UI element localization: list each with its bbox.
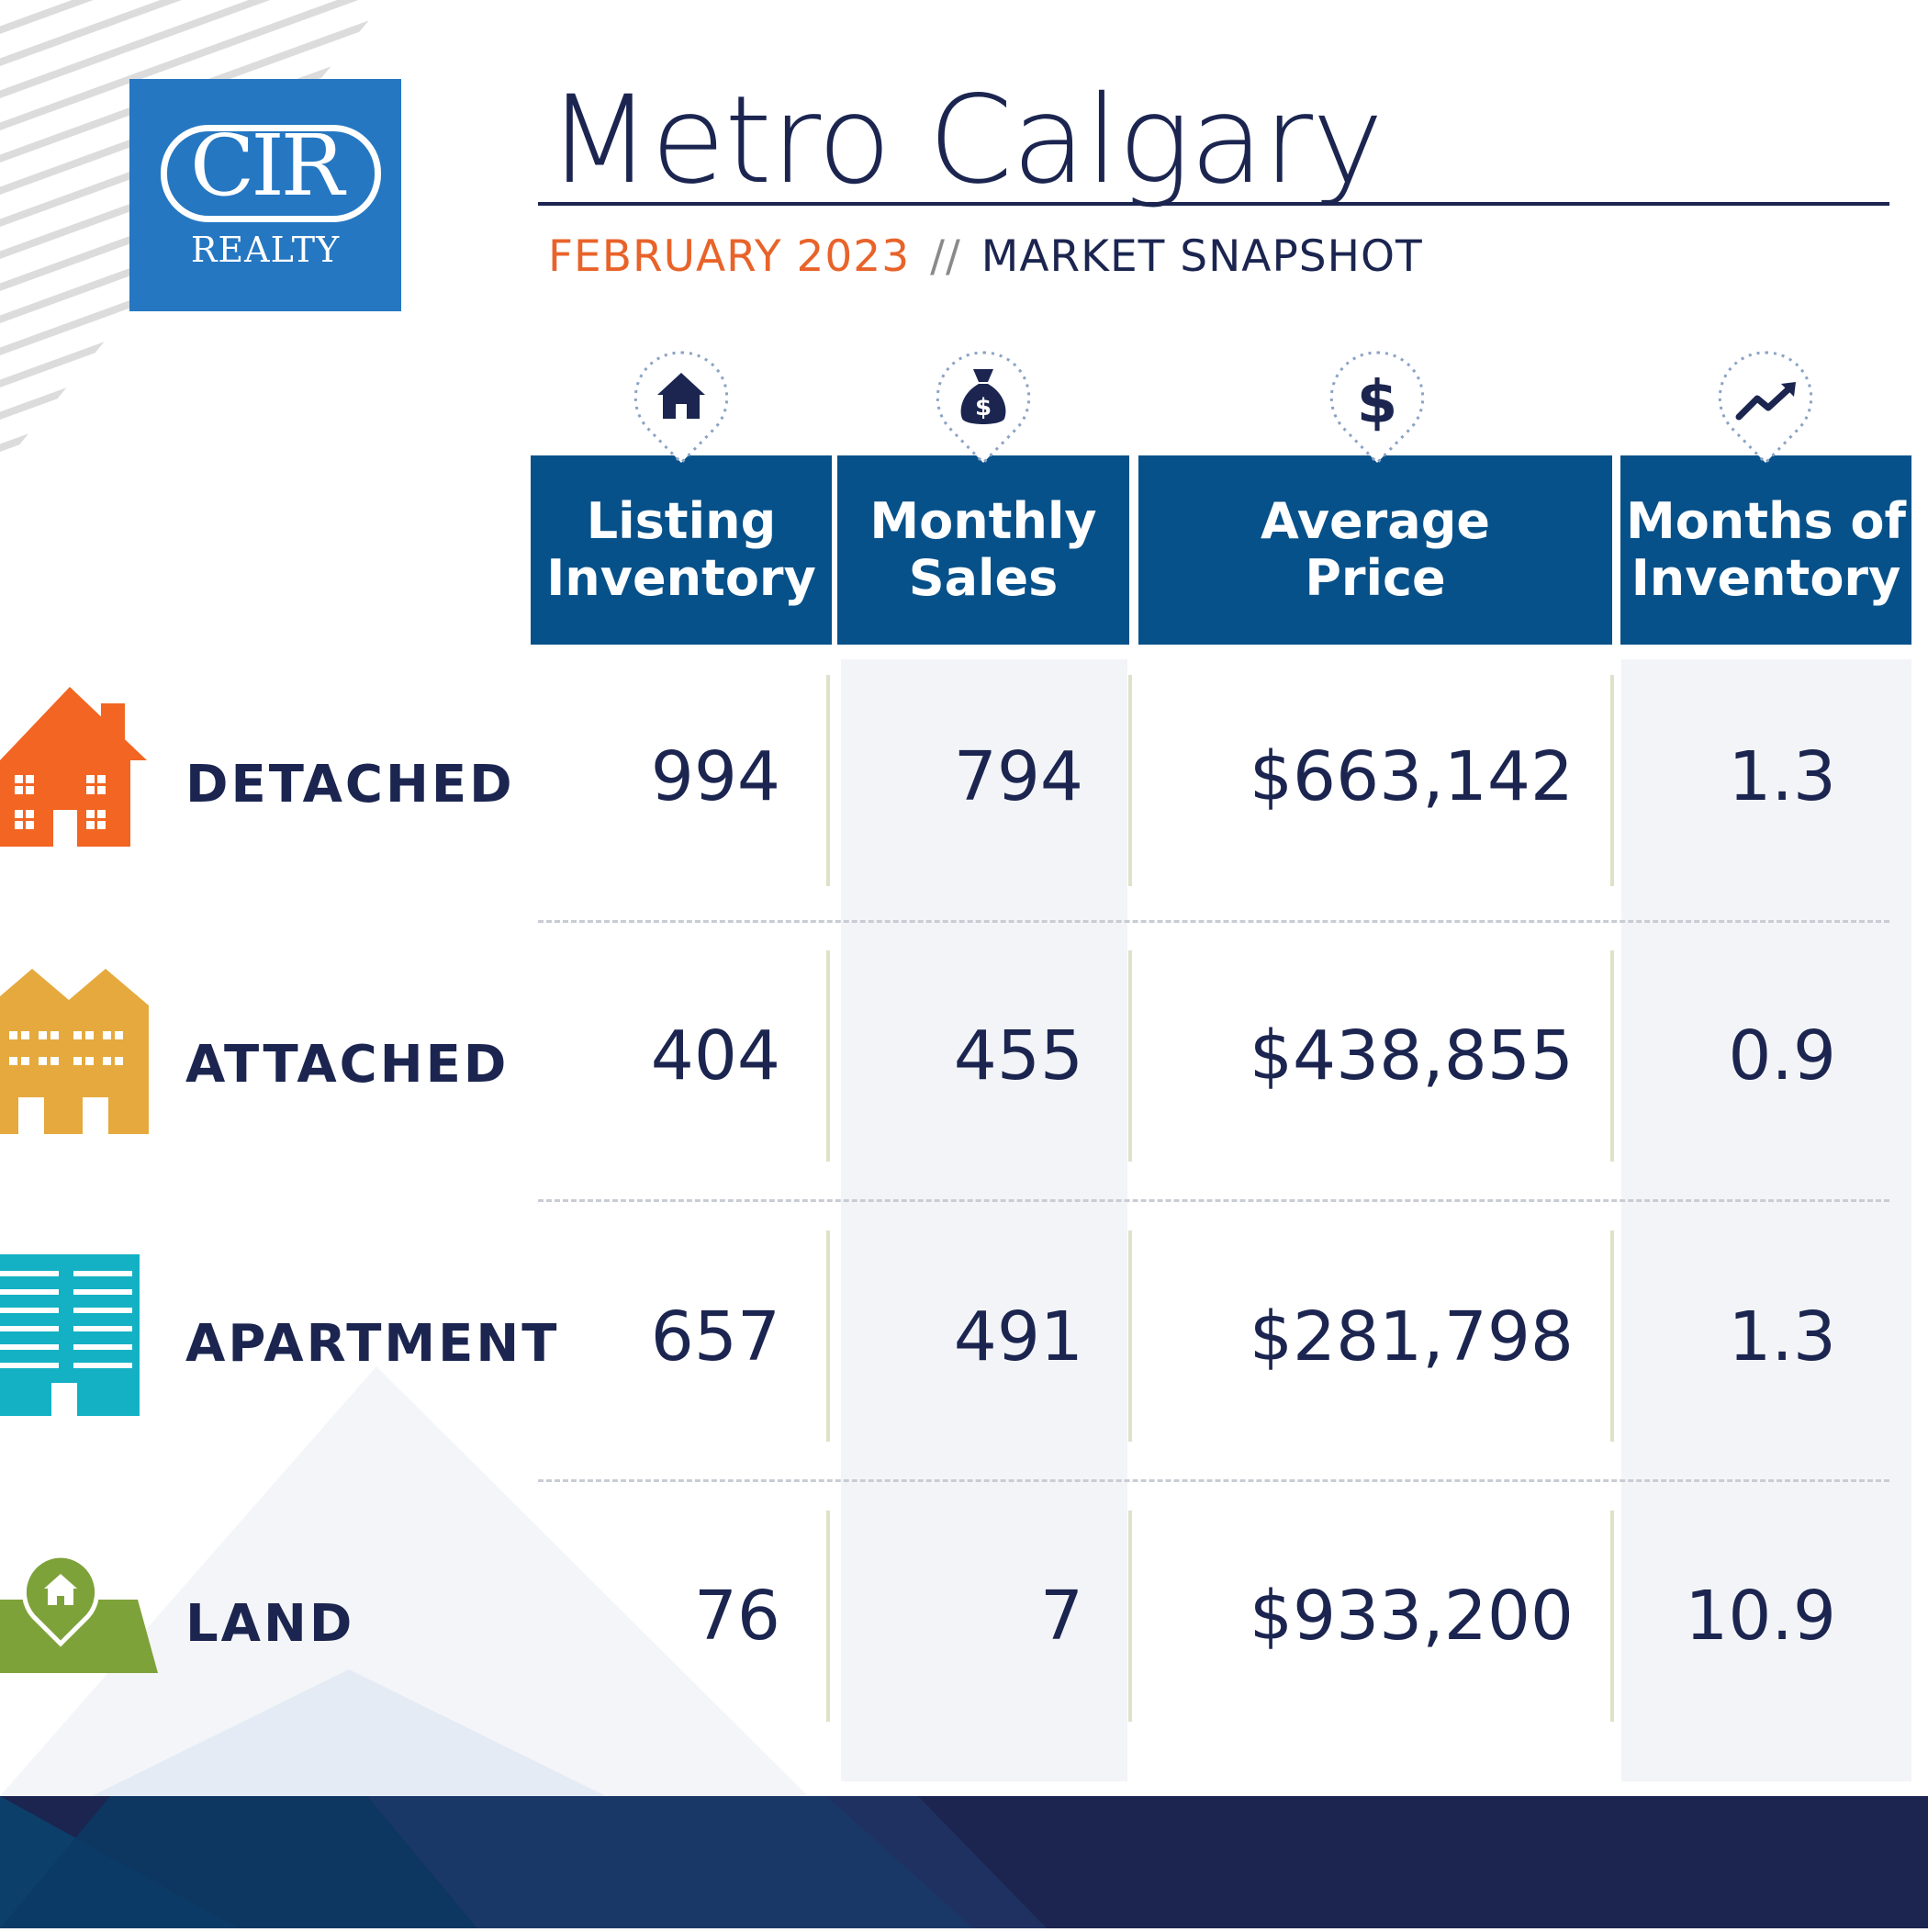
- row-label-land: LAND: [185, 1594, 355, 1654]
- column-divider: [826, 950, 830, 1162]
- column-divider: [826, 1230, 830, 1442]
- apartment-building-icon: [0, 1254, 140, 1416]
- column-divider: [1610, 1511, 1614, 1722]
- logo-ring: [161, 125, 381, 222]
- cell-months-of-inventory: 10.9: [1685, 1577, 1836, 1656]
- dollar-icon: $: [1329, 351, 1425, 466]
- row-divider: [538, 920, 1889, 923]
- row-divider: [538, 1479, 1889, 1482]
- column-header-line: Price: [1305, 549, 1446, 607]
- column-header-line: Monthly: [869, 492, 1097, 550]
- cir-realty-logo: CIR REALTY: [129, 79, 401, 311]
- column-header-line: Sales: [908, 549, 1059, 607]
- column-header-line: Inventory: [1631, 549, 1901, 607]
- cell-listing-inventory: 76: [693, 1577, 780, 1656]
- column-shade-months-of-inventory: [1621, 659, 1911, 1781]
- column-header-listing-inventory: Listing Inventory: [531, 455, 832, 645]
- column-header-line: Listing: [586, 492, 777, 550]
- cell-monthly-sales: 794: [953, 737, 1083, 816]
- column-divider: [826, 675, 830, 886]
- svg-text:$: $: [1357, 369, 1398, 437]
- cell-months-of-inventory: 0.9: [1728, 1017, 1836, 1095]
- column-header-line: Inventory: [546, 549, 816, 607]
- cell-average-price: $663,142: [1249, 737, 1574, 816]
- column-header-line: Months of: [1625, 492, 1907, 550]
- report-label: MARKET SNAPSHOT: [981, 231, 1423, 282]
- cell-months-of-inventory: 1.3: [1728, 1297, 1836, 1376]
- land-plot-icon: [0, 1553, 158, 1673]
- column-divider: [1128, 1230, 1132, 1442]
- cell-monthly-sales: 455: [953, 1017, 1083, 1095]
- column-divider: [1128, 1511, 1132, 1722]
- column-header-average-price: Average Price: [1138, 455, 1612, 645]
- cell-months-of-inventory: 1.3: [1728, 737, 1836, 816]
- cell-listing-inventory: 657: [650, 1297, 780, 1376]
- subtitle-separator: //: [930, 231, 961, 282]
- svg-text:$: $: [975, 394, 992, 421]
- column-divider: [826, 1511, 830, 1722]
- house-icon: [633, 351, 729, 466]
- row-divider: [538, 1199, 1889, 1202]
- column-header-line: Average: [1260, 492, 1491, 550]
- cell-average-price: $438,855: [1249, 1017, 1574, 1095]
- detached-house-icon: [0, 687, 147, 847]
- column-divider: [1610, 675, 1614, 886]
- column-divider: [1128, 950, 1132, 1162]
- money-bag-icon: $: [936, 351, 1031, 466]
- row-label-apartment: APARTMENT: [185, 1314, 560, 1374]
- cell-monthly-sales: 7: [1039, 1577, 1083, 1656]
- footer-band: [0, 1796, 1928, 1928]
- cell-average-price: $281,798: [1249, 1297, 1574, 1376]
- page-title: Metro Calgary: [547, 70, 1384, 211]
- column-header-monthly-sales: Monthly Sales: [837, 455, 1129, 645]
- trend-up-icon: [1718, 351, 1813, 466]
- row-label-attached: ATTACHED: [185, 1035, 510, 1095]
- logo-mark: CIR: [189, 117, 344, 215]
- column-header-months-of-inventory: Months of Inventory: [1620, 455, 1911, 645]
- attached-house-icon: [0, 969, 149, 1134]
- cell-average-price: $933,200: [1249, 1577, 1574, 1656]
- column-divider: [1128, 675, 1132, 886]
- cell-listing-inventory: 994: [650, 737, 780, 816]
- row-label-detached: DETACHED: [185, 755, 515, 814]
- logo-subtitle: REALTY: [190, 230, 341, 270]
- report-date: FEBRUARY 2023: [548, 231, 911, 282]
- footer-triangles: [0, 1796, 1047, 1928]
- subtitle-line: FEBRUARY 2023 // MARKET SNAPSHOT: [548, 231, 1423, 283]
- column-divider: [1610, 950, 1614, 1162]
- cell-monthly-sales: 491: [953, 1297, 1083, 1376]
- column-divider: [1610, 1230, 1614, 1442]
- title-divider: [538, 202, 1889, 206]
- cell-listing-inventory: 404: [650, 1017, 780, 1095]
- column-shade-monthly-sales: [841, 659, 1127, 1781]
